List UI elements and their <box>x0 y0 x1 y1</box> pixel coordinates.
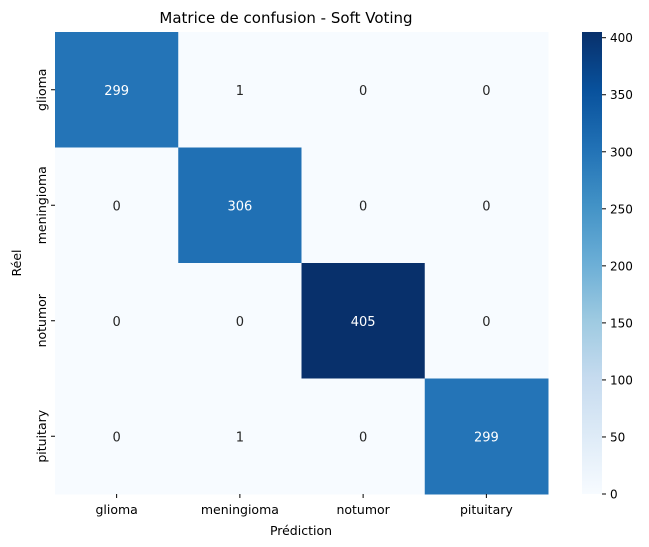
heatmap-cell <box>178 32 302 148</box>
heatmap-cell <box>424 378 549 495</box>
heatmap-cell <box>424 147 549 264</box>
heatmap-cell <box>55 32 179 148</box>
x-axis-label: Prédiction <box>270 523 332 538</box>
cell-value-label: 299 <box>474 430 499 445</box>
cell-value-label: 0 <box>482 84 490 99</box>
cell-value-label: 1 <box>236 84 244 99</box>
cell-value-label: 299 <box>104 84 129 99</box>
x-tick-label: meningioma <box>201 502 279 517</box>
x-tick-label: notumor <box>336 502 390 517</box>
cell-value-label: 0 <box>112 199 120 214</box>
y-tick-label: notumor <box>34 293 49 347</box>
colorbar-tick-label: 100 <box>610 373 633 387</box>
heatmap-cell <box>55 263 179 379</box>
heatmap-cell <box>55 378 179 495</box>
y-tick-label: glioma <box>34 69 49 111</box>
colorbar-tick-label: 300 <box>610 145 633 159</box>
cell-value-label: 306 <box>227 199 252 214</box>
cell-value-label: 0 <box>359 430 367 445</box>
heatmap-cell <box>301 263 426 379</box>
heatmap-cell <box>301 378 426 495</box>
y-tick-label: meningioma <box>34 166 49 244</box>
cell-value-label: 0 <box>112 430 120 445</box>
heatmap-cell <box>178 378 302 495</box>
heatmap-cell <box>301 32 426 148</box>
cell-value-label: 0 <box>236 315 244 330</box>
cell-value-label: 1 <box>236 430 244 445</box>
x-tick-label: pituitary <box>460 502 513 517</box>
heatmap-cell <box>424 32 549 148</box>
colorbar-ticks: 0 50 100 150 200 250 300 350 400 <box>602 31 633 502</box>
colorbar <box>582 32 602 494</box>
heatmap-cells <box>55 32 549 495</box>
y-axis-ticks: glioma meningioma notumor pituitary <box>34 69 55 463</box>
colorbar-tick-label: 350 <box>610 88 633 102</box>
chart-title: Matrice de confusion - Soft Voting <box>159 9 412 27</box>
colorbar-tick-label: 0 <box>610 488 618 502</box>
heatmap-cell <box>424 263 549 379</box>
y-axis-label: Réel <box>9 250 24 277</box>
y-tick-label: pituitary <box>34 409 49 462</box>
heatmap-cell <box>178 147 302 264</box>
cell-value-label: 0 <box>359 199 367 214</box>
colorbar-tick-label: 150 <box>610 316 633 330</box>
cell-value-label: 0 <box>482 199 490 214</box>
cell-value-label: 0 <box>482 315 490 330</box>
heatmap-cell <box>178 263 302 379</box>
heatmap-cell <box>55 147 179 264</box>
colorbar-tick-label: 50 <box>610 430 625 444</box>
colorbar-tick-label: 200 <box>610 259 633 273</box>
cell-value-label: 0 <box>112 315 120 330</box>
cell-value-label: 405 <box>351 315 376 330</box>
heatmap-cell <box>301 147 426 264</box>
x-tick-label: glioma <box>95 502 137 517</box>
colorbar-tick-label: 400 <box>610 31 633 45</box>
x-axis-ticks: glioma meningioma notumor pituitary <box>95 494 513 517</box>
heatmap-cell-labels: 299 1 0 0 0 306 0 0 0 0 405 0 0 1 0 299 <box>104 84 499 446</box>
cell-value-label: 0 <box>359 84 367 99</box>
colorbar-tick-label: 250 <box>610 202 633 216</box>
